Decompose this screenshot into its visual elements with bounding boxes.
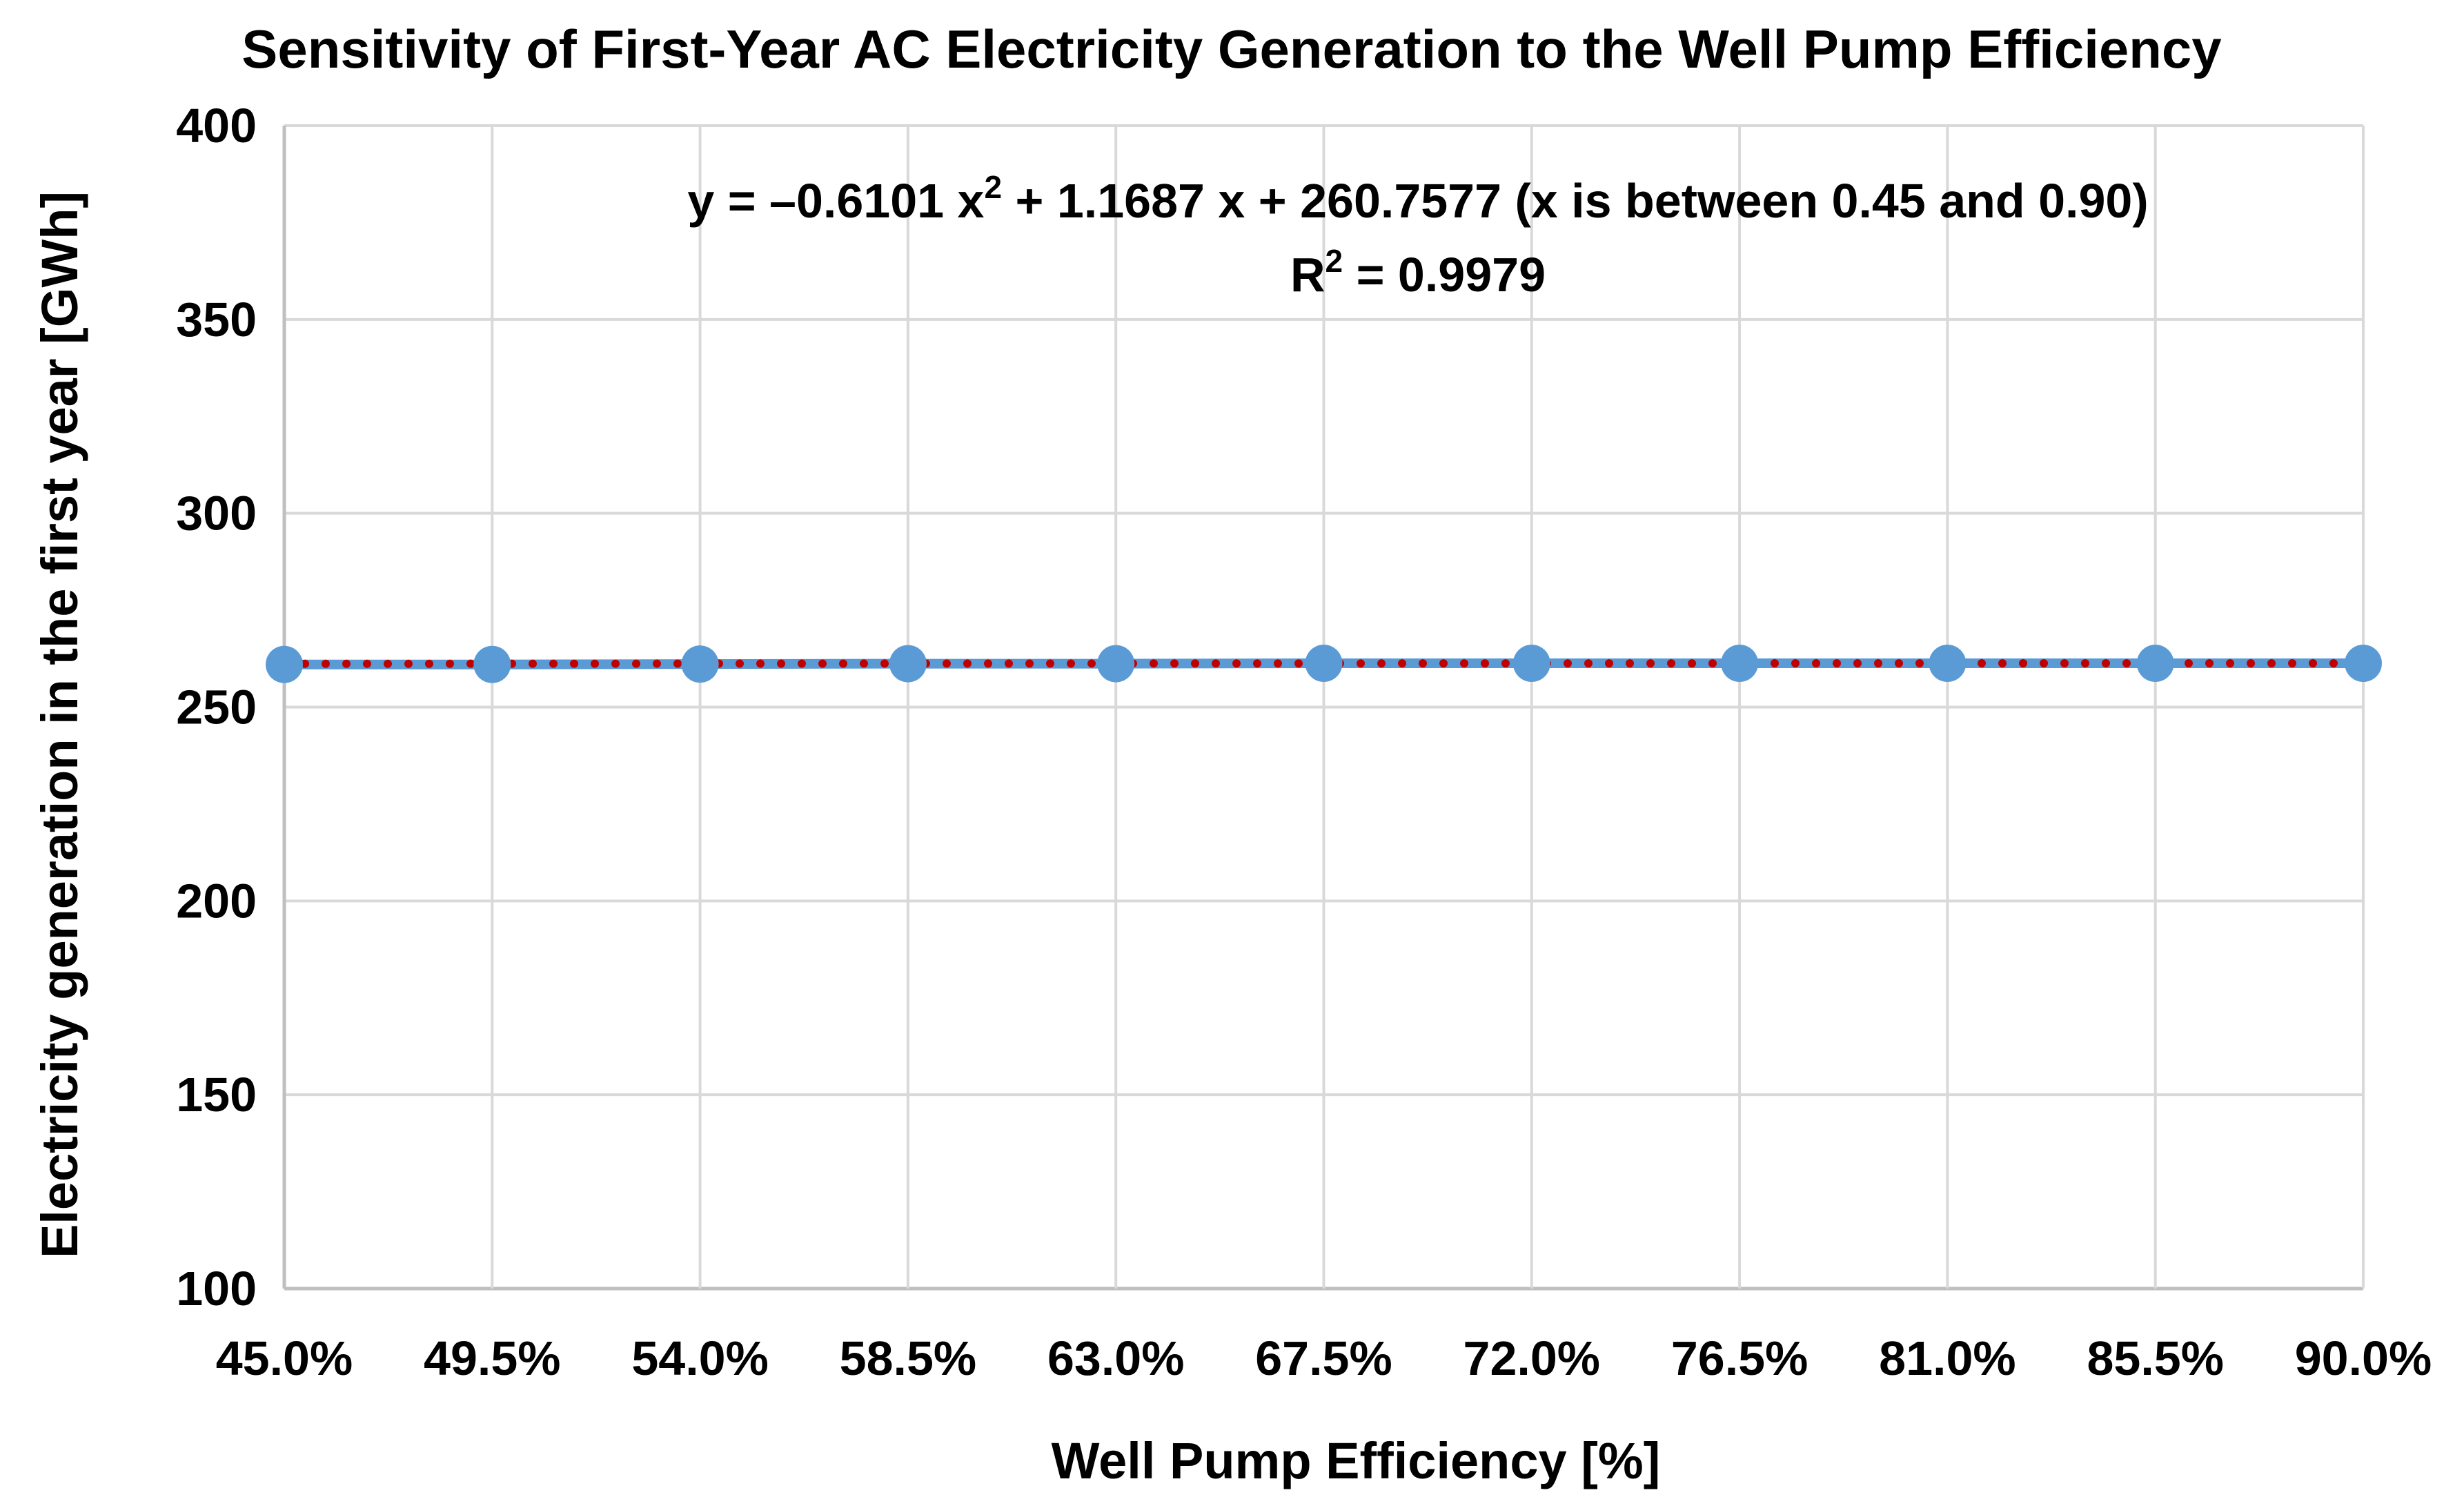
data-point [1097,645,1135,683]
y-tick-label: 350 [176,293,257,346]
x-tick-label: 67.5% [1255,1331,1392,1385]
y-tick-label: 200 [176,874,257,928]
chart-title: Sensitivity of First-Year AC Electricity… [242,19,2221,79]
x-tick-label: 58.5% [840,1331,976,1385]
r-squared-exponent: 2 [1325,243,1343,279]
data-point [2136,645,2174,683]
x-tick-label: 85.5% [2087,1331,2223,1385]
x-tick-label: 72.0% [1463,1331,1600,1385]
y-tick-label: 400 [176,99,257,153]
x-tick-label: 63.0% [1047,1331,1184,1385]
x-tick-label: 90.0% [2295,1331,2432,1385]
data-point [1512,645,1550,683]
data-point [681,645,719,683]
y-tick-label: 250 [176,681,257,734]
x-tick-label: 45.0% [216,1331,353,1385]
equation-exponent: 2 [984,169,1002,205]
y-tick-labels: 100 150 200 250 300 350 400 [176,99,257,1316]
trendline-equation: y = –0.6101 x2 + 1.1687 x + 260.7577 (x … [687,169,2148,228]
data-point [1721,645,1759,683]
x-tick-label: 49.5% [424,1331,560,1385]
x-tick-label: 76.5% [1671,1331,1808,1385]
x-tick-label: 81.0% [1879,1331,2015,1385]
x-tick-label: 54.0% [631,1331,768,1385]
data-point [889,645,927,683]
x-axis-title: Well Pump Efficiency [%] [1052,1432,1661,1489]
data-point [1305,645,1343,683]
y-tick-label: 150 [176,1068,257,1122]
y-tick-label: 300 [176,487,257,540]
data-point [1929,645,1967,683]
y-tick-label: 100 [176,1262,257,1316]
data-point [473,645,511,683]
r-squared-label: R2 = 0.9979 [1290,243,1546,302]
markers-layer [266,645,2382,683]
y-axis-title: Electricity generation in the first year… [31,191,88,1258]
grid [282,124,2365,1291]
data-point [2345,645,2382,683]
x-tick-labels: 45.0% 49.5% 54.0% 58.5% 63.0% 67.5% 72.0% 76.5%… [216,1331,2432,1385]
data-point [266,645,303,683]
